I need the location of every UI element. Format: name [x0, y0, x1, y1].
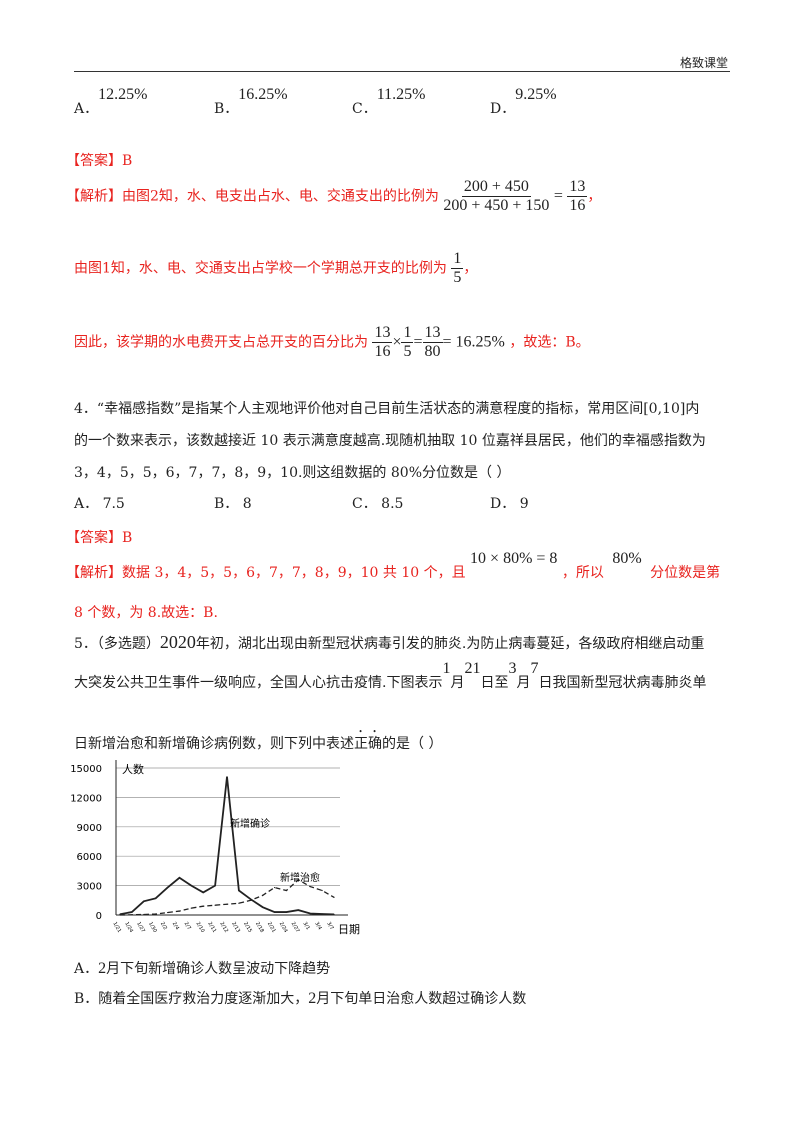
x-tick-label: 2/7	[183, 921, 192, 931]
q5-line3: 日新增治愈和新增确诊病例数，则下列中表述正确的是（ ）	[74, 736, 443, 752]
data-point	[262, 906, 264, 908]
x-tick-label: 2/2	[159, 921, 168, 931]
y-tick-label: 6000	[77, 852, 102, 863]
y-tick-label: 0	[96, 911, 102, 922]
data-point	[190, 885, 192, 887]
x-tick-label: 2/13	[230, 921, 241, 934]
x-tick-label: 2/21	[266, 921, 277, 934]
data-point	[285, 889, 288, 892]
y-tick-label: 9000	[77, 823, 102, 834]
data-point	[226, 903, 228, 905]
series-line-recovered	[119, 878, 335, 916]
data-point	[262, 894, 264, 896]
q4-line1: 4．“幸福感指数”是指某个人主观地评价他对自己目前生活状态的满意程度的指标，常用…	[74, 401, 700, 417]
data-point	[333, 913, 335, 916]
data-point	[297, 879, 299, 881]
data-point	[190, 907, 192, 909]
q3-option-b: B．16.25%	[214, 86, 288, 117]
q5-line2: 大突发公共卫生事件一级响应，全国人心抗击疫情.下图表示1月21日至3月7日我国新…	[74, 660, 707, 691]
x-axis-label: 日期	[338, 923, 360, 936]
data-point	[131, 914, 133, 916]
data-point	[202, 891, 204, 894]
x-tick-label: 1/30	[147, 921, 158, 934]
q4-answer: 【答案】B	[66, 530, 133, 546]
q4-analysis-line2: 8 个数，为 8.故选：B.	[74, 605, 218, 621]
x-tick-label: 3/7	[325, 921, 334, 931]
data-point	[143, 913, 145, 916]
y-tick-label: 12000	[70, 793, 102, 804]
q4-line3: 3，4，5，5，6，7，7，8，9，10.则这组数据的 80%分位数是（ ）	[74, 465, 511, 481]
q4-option-c: C． 8.5	[352, 496, 404, 512]
x-tick-label: 2/11	[206, 921, 217, 934]
data-point	[214, 904, 216, 906]
data-point	[297, 909, 299, 911]
q5-line1: 5．（多选题）2020年初，湖北出现由新型冠状病毒引发的肺炎.为防止病毒蔓延，各…	[74, 632, 705, 652]
q4-analysis-line1: 【解析】数据 3，4，5，5，6，7，7，8，9，10 共 10 个，且 10 …	[66, 550, 721, 581]
series-label-confirmed: 新增确诊	[230, 817, 270, 830]
series-label-recovered: 新增治愈	[280, 871, 320, 884]
data-point	[273, 886, 276, 889]
data-point	[250, 899, 252, 901]
q3-option-c: C．11.25%	[352, 86, 426, 117]
data-point	[166, 911, 169, 914]
x-tick-label: 2/15	[242, 921, 253, 934]
data-point	[119, 914, 121, 916]
data-point	[155, 897, 157, 899]
x-tick-label: 2/10	[195, 921, 206, 934]
data-point	[178, 877, 181, 879]
header-brand: 格致课堂	[679, 56, 728, 70]
q4-option-b: B． 8	[214, 496, 252, 512]
data-point	[226, 776, 228, 778]
q3-option-d: D．9.25%	[490, 86, 557, 117]
data-point	[321, 889, 323, 892]
data-point	[143, 900, 145, 902]
data-point	[238, 902, 240, 904]
data-point	[285, 911, 288, 913]
q3-answer: 【答案】B	[66, 153, 133, 169]
data-point	[202, 905, 204, 907]
data-point	[155, 913, 157, 915]
x-tick-label: 1/21	[111, 921, 122, 934]
data-point	[309, 885, 311, 888]
q4-option-d: D． 9	[490, 496, 529, 512]
q5-option-b: B．随着全国医疗救治力度逐渐加大，2月下旬单日治愈人数超过确诊人数	[74, 990, 527, 1007]
x-tick-label: 1/27	[135, 921, 146, 934]
q3-analysis-line1: 【解析】由图2知，水、电支出占水、电、交通支出的比例为 200 + 450 200…	[66, 178, 602, 214]
data-point	[178, 910, 181, 912]
x-tick-label: 2/18	[254, 921, 265, 934]
header-rule	[74, 71, 730, 72]
x-tick-label: 1/24	[123, 921, 134, 934]
y-tick-label: 3000	[77, 882, 102, 893]
data-point	[333, 896, 335, 898]
y-axis-label: 人数	[122, 763, 144, 776]
x-tick-label: 2/24	[278, 921, 289, 934]
q4-option-a: A． 7.5	[74, 496, 125, 512]
q3-analysis-line2: 由图1知，水、电、交通支出占学校一个学期总开支的比例为 1 5，	[74, 250, 478, 286]
data-point	[321, 913, 323, 915]
q5-option-a: A．2月下旬新增确诊人数呈波动下降趋势	[74, 960, 331, 977]
y-tick-label: 15000	[70, 764, 102, 775]
x-tick-label: 2/12	[218, 921, 229, 934]
data-point	[273, 911, 276, 913]
x-tick-label: 2/27	[290, 921, 301, 934]
data-point	[309, 912, 311, 915]
q3-option-a: A．12.25%	[74, 86, 148, 117]
x-tick-label: 3/4	[313, 921, 322, 931]
q3-analysis-line3: 因此，该学期的水电费开支占总开支的百分比为 13 16 × 1 5 = 13 80 = 16.2…	[74, 324, 590, 360]
data-point	[214, 885, 216, 887]
x-tick-label: 3/1	[302, 921, 311, 931]
q4-line2: 的一个数来表示，该数越接近 10 表示满意度越高.现随机抽取 10 位嘉祥县居民…	[74, 433, 706, 449]
data-point	[238, 889, 240, 892]
data-point	[131, 911, 133, 913]
x-tick-label: 2/4	[171, 921, 180, 931]
data-point	[166, 886, 169, 889]
